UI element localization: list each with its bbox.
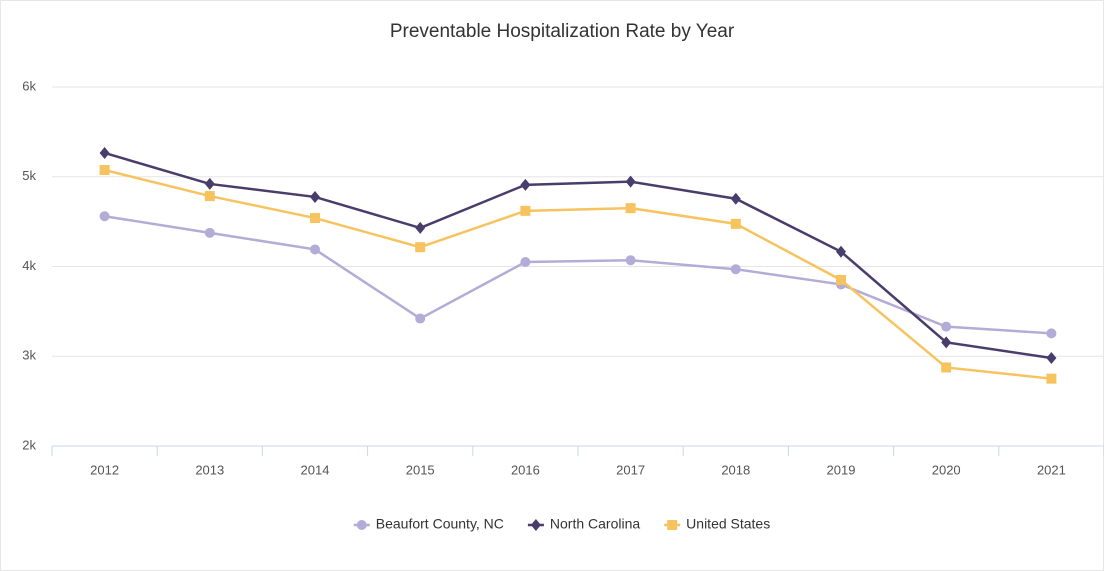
- legend-marker: [356, 520, 367, 530]
- point: [415, 313, 426, 324]
- legend-label: North Carolina: [550, 516, 640, 532]
- x-tick-label: 2013: [195, 462, 224, 477]
- x-tick-label: 2020: [932, 462, 961, 477]
- point: [625, 175, 636, 188]
- legend-label: United States: [686, 516, 770, 532]
- point: [310, 244, 320, 255]
- point: [520, 178, 531, 191]
- point: [204, 191, 215, 202]
- y-tick-label: 2k: [22, 437, 36, 452]
- y-tick-label: 3k: [22, 348, 36, 363]
- point: [415, 221, 426, 234]
- x-tick-label: 2016: [511, 462, 540, 477]
- series-line: [104, 168, 1052, 380]
- legend: Beaufort County, NC North Carolina United …: [353, 516, 770, 532]
- point: [836, 245, 846, 258]
- point: [625, 255, 636, 266]
- point: [941, 336, 952, 349]
- x-tick-label: 2018: [721, 462, 750, 477]
- x-tick-label: 2017: [616, 462, 645, 477]
- point: [310, 213, 320, 224]
- x-tick-label: 2019: [827, 462, 856, 477]
- point: [520, 205, 531, 216]
- point: [836, 274, 846, 285]
- point: [204, 177, 215, 190]
- legend-label: Beaufort County, NC: [376, 516, 504, 532]
- y-tick-label: 5k: [22, 168, 36, 183]
- point: [941, 362, 952, 373]
- chart-title: Preventable Hospitalization Rate by Year: [390, 21, 735, 42]
- point: [99, 165, 110, 176]
- x-tick-label: 2015: [406, 462, 435, 477]
- point: [310, 190, 320, 203]
- point: [99, 146, 110, 159]
- series-line: [104, 151, 1052, 360]
- point: [941, 321, 952, 332]
- point: [730, 192, 741, 205]
- point: [730, 218, 741, 229]
- point: [1046, 352, 1057, 365]
- series-line: [104, 215, 1052, 335]
- point: [625, 203, 636, 214]
- legend-marker: [530, 519, 541, 531]
- point: [730, 264, 741, 275]
- y-tick-label: 6k: [22, 78, 36, 93]
- point: [415, 242, 426, 253]
- point: [204, 227, 215, 238]
- x-tick-label: 2014: [301, 462, 330, 477]
- point: [1046, 328, 1057, 339]
- point: [520, 257, 531, 268]
- point: [99, 211, 110, 222]
- x-tick-label: 2021: [1037, 462, 1066, 477]
- legend-marker: [667, 520, 678, 530]
- y-tick-label: 4k: [22, 258, 36, 273]
- x-tick-label: 2012: [90, 462, 119, 477]
- point: [1046, 373, 1057, 384]
